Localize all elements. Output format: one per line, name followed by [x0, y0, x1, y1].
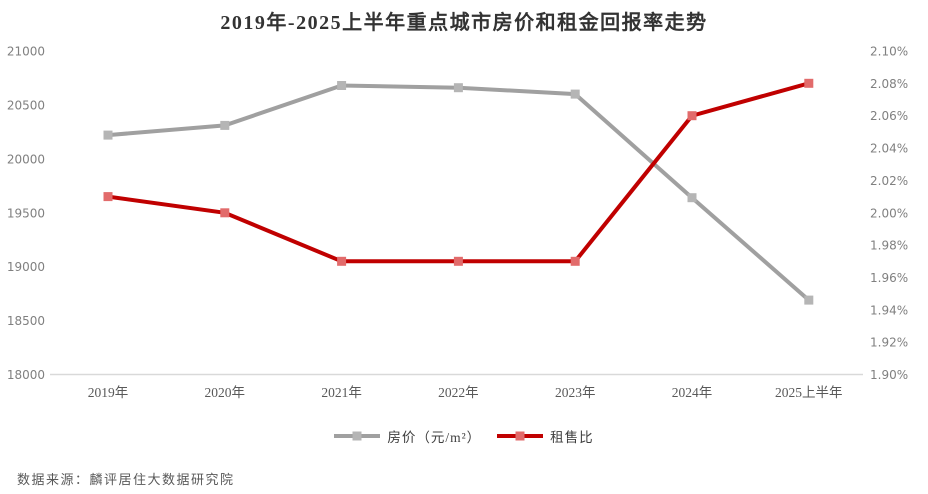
- rent-yield-marker: [337, 256, 347, 266]
- right-axis-tick-label: 1.98%: [870, 239, 908, 253]
- left-axis-tick-label: 21000: [7, 45, 45, 59]
- right-axis-tick-label: 2.04%: [870, 142, 908, 156]
- x-axis-label: 2019年: [88, 385, 129, 400]
- rent-yield-line: [107, 81, 810, 264]
- x-axis-label: 2020年: [205, 385, 246, 400]
- chart-legend: 房价（元/m²） 租售比: [0, 426, 928, 446]
- left-axis-tick-label: 18000: [7, 368, 45, 382]
- house-price-marker: [220, 120, 230, 130]
- right-axis-tick-label: 1.96%: [870, 271, 908, 285]
- house-price-marker: [337, 81, 347, 90]
- left-axis-tick-label: 18500: [7, 314, 45, 328]
- rent-yield-marker: [103, 192, 113, 202]
- rent-yield-legend-marker: [515, 431, 525, 441]
- right-axis-tick-label: 1.92%: [870, 336, 908, 350]
- right-axis-tick-label: 2.06%: [870, 109, 908, 123]
- rent-yield-marker: [453, 256, 463, 266]
- house-price-marker: [570, 89, 580, 99]
- data-source-caption: 数据来源：麟评居住大数据研究院: [17, 472, 235, 487]
- left-axis-tick-label: 20500: [7, 98, 45, 112]
- right-axis-tick-label: 1.94%: [870, 303, 908, 317]
- legend-label-rent-yield: 租售比: [550, 430, 594, 445]
- right-axis-tick-label: 2.00%: [870, 206, 908, 220]
- x-axis-label: 2024年: [672, 385, 713, 400]
- chart-title: 2019年-2025上半年重点城市房价和租金回报率走势: [220, 12, 708, 34]
- house-price-marker: [687, 193, 697, 203]
- x-axis-label: 2023年: [555, 385, 596, 400]
- rent-yield-marker: [687, 111, 697, 121]
- rent-yield-marker: [570, 256, 580, 266]
- left-axis-tick-label: 19500: [7, 206, 45, 220]
- right-axis-tick-label: 2.10%: [870, 45, 908, 59]
- rent-yield-marker: [804, 78, 814, 88]
- chart-canvas: 21000 20500 20000 19500 19000 18500 18000 2.10%…: [7, 45, 908, 401]
- house-price-marker: [804, 295, 814, 305]
- rent-yield-marker: [220, 208, 230, 218]
- house-price-legend-swatch-icon: [334, 431, 381, 441]
- left-axis-tick-label: 19000: [7, 260, 45, 274]
- house-price-marker: [453, 83, 463, 93]
- house-price-marker: [103, 130, 113, 140]
- rent-yield-legend-swatch-icon: [497, 431, 544, 441]
- legend-item-rent-yield[interactable]: 租售比: [497, 426, 594, 446]
- right-axis-tick-label: 2.08%: [870, 77, 908, 91]
- house-price-legend-marker: [352, 431, 362, 441]
- x-axis-label: 2025上半年: [775, 385, 843, 400]
- x-axis-label: 2021年: [321, 385, 362, 400]
- left-axis-tick-label: 20000: [7, 152, 45, 166]
- house-price-line: [107, 83, 811, 302]
- x-axis-label: 2022年: [438, 385, 479, 400]
- right-axis-tick-label: 2.02%: [870, 174, 908, 188]
- legend-item-house-price[interactable]: 房价（元/m²）: [334, 426, 481, 446]
- right-axis-tick-label: 1.90%: [870, 368, 908, 382]
- legend-label-house-price: 房价（元/m²）: [387, 430, 482, 445]
